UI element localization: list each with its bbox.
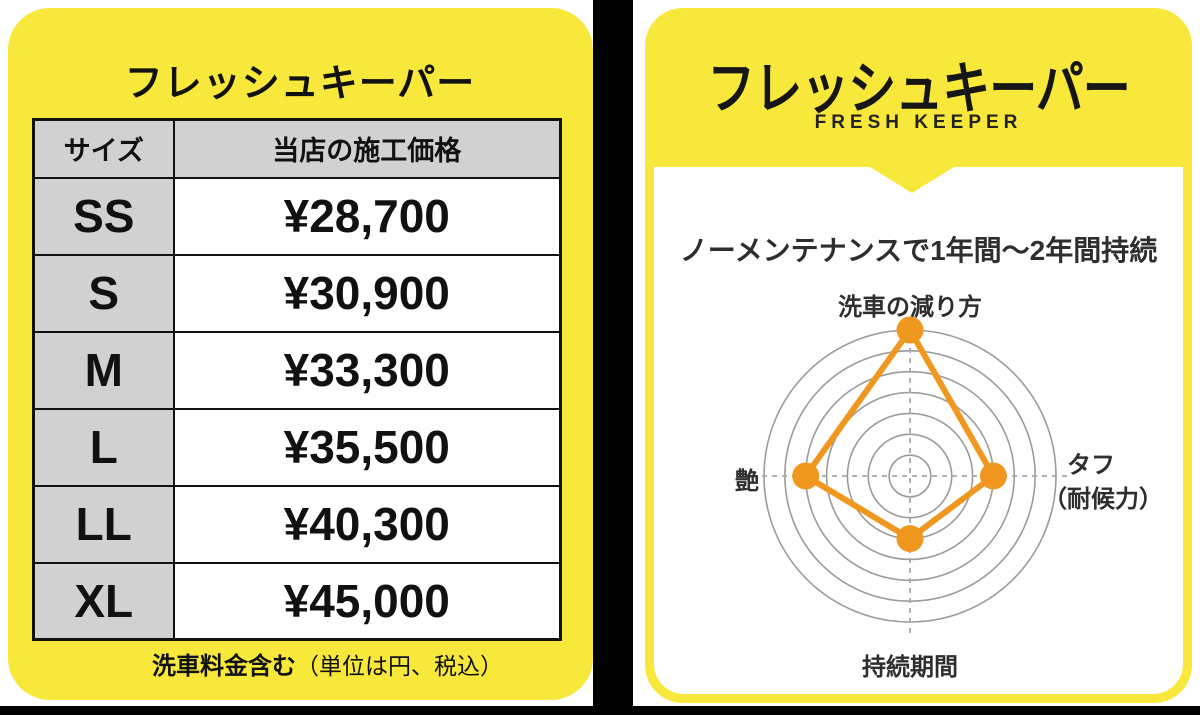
size-cell: XL	[32, 561, 175, 641]
price-row: L ¥35,500	[32, 407, 562, 487]
panel-title: フレッシュキーパー	[124, 63, 476, 105]
size-cell: M	[32, 330, 175, 410]
radar-chart	[752, 316, 1068, 634]
radar-label-wash-fading: 洗車の減り方	[838, 294, 982, 321]
radar-label-toughness: タフ （耐候力）	[1043, 449, 1183, 517]
price-row: S ¥30,900	[32, 253, 562, 333]
footnote: 洗車料金含む（単位は円、税込）	[152, 646, 503, 681]
radar-label-duration: 持続期間	[862, 654, 958, 681]
footnote-paren: （単位は円、税込）	[296, 653, 503, 679]
tagline: ノーメンテナンスで1年間～2年間持続	[679, 235, 1158, 266]
column-header-price: 当店の施工価格	[172, 118, 562, 179]
column-header-size: サイズ	[32, 118, 175, 179]
price-cell: ¥28,700	[172, 176, 562, 256]
size-cell: SS	[32, 176, 175, 256]
brand-logo: フレッシュキーパー	[707, 58, 1131, 122]
radar-label-toughness-line2: （耐候力）	[1043, 486, 1163, 513]
price-row: XL ¥45,000	[32, 561, 562, 641]
brand-logo-latin: FRESH KEEPER	[814, 112, 1023, 133]
divider-band	[593, 0, 633, 715]
price-cell: ¥45,000	[172, 561, 562, 641]
size-cell: L	[32, 407, 175, 487]
price-row: M ¥33,300	[32, 330, 562, 410]
price-row: SS ¥28,700	[32, 176, 562, 256]
size-cell: S	[32, 253, 175, 333]
price-cell: ¥35,500	[172, 407, 562, 487]
fresh-keeper-card: フレッシュキーパー FRESH KEEPER ノーメンテナンスで1年間～2年間持…	[645, 8, 1192, 703]
size-cell: LL	[32, 484, 175, 564]
pointer-notch	[870, 167, 954, 193]
price-panel: フレッシュキーパー サイズ 当店の施工価格 SS ¥28,700 S ¥30,900 M…	[8, 8, 593, 700]
card-body	[654, 167, 1183, 694]
price-cell: ¥40,300	[172, 484, 562, 564]
price-table: サイズ 当店の施工価格 SS ¥28,700 S ¥30,900 M ¥33,300 L ¥3…	[32, 118, 562, 641]
price-cell: ¥33,300	[172, 330, 562, 410]
radar-label-gloss: 艶	[735, 468, 759, 495]
table-header-row: サイズ 当店の施工価格	[32, 118, 562, 179]
price-row: LL ¥40,300	[32, 484, 562, 564]
footnote-main: 洗車料金含む	[152, 653, 296, 680]
bottom-letterbox	[0, 706, 1200, 715]
price-cell: ¥30,900	[172, 253, 562, 333]
radar-label-toughness-line1: タフ	[1067, 452, 1115, 479]
